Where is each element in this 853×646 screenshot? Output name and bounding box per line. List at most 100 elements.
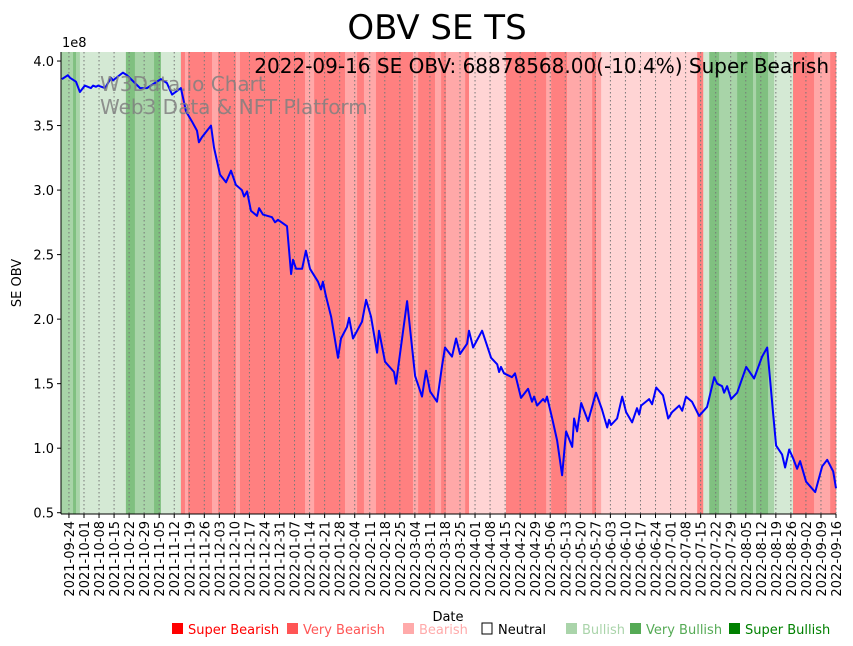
- band-very-bearish: [814, 52, 831, 514]
- band-very-bearish: [184, 52, 189, 514]
- band-very-bearish: [546, 52, 552, 514]
- x-tick-label: 2022-08-26: [785, 521, 800, 597]
- x-tick-label: 2022-05-27: [589, 521, 604, 597]
- band-very-bearish: [235, 52, 241, 514]
- y-tick-label: 2.0: [33, 313, 54, 328]
- x-tick-label: 2022-04-08: [484, 521, 499, 597]
- legend-label-super-bearish: Super Bearish: [188, 623, 279, 638]
- x-tick-label: 2022-08-19: [770, 521, 785, 597]
- x-tick-label: 2021-12-24: [258, 521, 273, 597]
- x-tick-label: 2022-08-05: [740, 521, 755, 597]
- band-very-bearish: [305, 52, 315, 514]
- x-tick-label: 2022-09-09: [815, 521, 830, 597]
- band-super-bullish: [756, 52, 769, 514]
- x-tick-label: 2022-06-10: [619, 521, 634, 597]
- band-super-bearish: [793, 52, 815, 514]
- x-tick-label: 2022-03-25: [454, 521, 469, 597]
- legend-swatch-very-bullish: [630, 623, 641, 634]
- band-super-bullish: [709, 52, 720, 514]
- x-tick-label: 2021-10-01: [78, 521, 93, 597]
- x-tick-label: 2022-07-22: [710, 521, 725, 597]
- legend-swatch-bullish: [566, 623, 577, 634]
- legend-label-super-bullish: Super Bullish: [745, 623, 830, 638]
- band-very-bearish: [345, 52, 358, 514]
- x-tick-label: 2022-02-18: [379, 521, 394, 597]
- x-tick-label: 2021-10-29: [138, 521, 153, 597]
- y-tick-label: 4.0: [33, 55, 54, 70]
- band-bullish: [79, 52, 127, 514]
- y-tick-label: 1.0: [33, 442, 54, 457]
- legend-swatch-super-bearish: [172, 623, 183, 634]
- x-tick-label: 2022-07-08: [680, 521, 695, 597]
- x-tick-label: 2022-01-14: [304, 521, 319, 597]
- band-super-bearish: [697, 52, 704, 514]
- watermark-line-2: Web3 Data & NFT Platform: [100, 95, 368, 119]
- legend-label-neutral: Neutral: [498, 623, 546, 638]
- band-super-bearish: [551, 52, 568, 514]
- legend-label-bullish: Bullish: [582, 623, 625, 638]
- band-very-bearish: [596, 52, 602, 514]
- latest-value-annotation: 2022-09-16 SE OBV: 68878568.00(-10.4%) S…: [254, 54, 829, 78]
- x-tick-label: 2022-04-22: [514, 521, 529, 597]
- axes: 2021-09-24 2021-10-01 2021-10-08 2021-10-15…: [33, 52, 845, 597]
- band-super-bearish: [375, 52, 414, 514]
- band-super-bearish: [418, 52, 436, 514]
- x-tick-label: 2021-11-19: [183, 521, 198, 597]
- band-super-bearish: [218, 52, 237, 514]
- x-tick-label: 2022-02-04: [349, 521, 364, 597]
- legend-swatch-bearish: [403, 623, 414, 634]
- x-tick-label: 2022-07-29: [725, 521, 740, 597]
- band-very-bearish: [212, 52, 219, 514]
- band-very-bullish: [719, 52, 738, 514]
- x-tick-label: 2022-01-21: [319, 521, 334, 597]
- band-very-bullish: [61, 52, 74, 514]
- band-very-bearish: [412, 52, 419, 514]
- x-tick-label: 2021-10-22: [123, 521, 138, 597]
- y-axis-label: SE OBV: [10, 259, 25, 307]
- x-tick-label: 2022-06-24: [650, 521, 665, 597]
- x-tick-label: 2022-03-18: [439, 521, 454, 597]
- legend-swatch-super-bullish: [729, 623, 740, 634]
- x-gridlines: [68, 52, 837, 514]
- band-super-bullish: [73, 52, 77, 514]
- x-tick-label: 2022-04-29: [529, 521, 544, 597]
- band-very-bullish: [76, 52, 81, 514]
- band-bullish: [774, 52, 794, 514]
- y-tick-label: 1.5: [33, 378, 54, 393]
- x-tick-label: 2022-06-03: [604, 521, 619, 597]
- band-super-bullish: [737, 52, 754, 514]
- x-tick-label: 2022-02-11: [364, 521, 379, 597]
- x-tick-label: 2021-12-10: [228, 521, 243, 597]
- band-very-bullish: [768, 52, 775, 514]
- x-tick-label: 2022-01-28: [334, 521, 349, 597]
- x-tick-label: 2022-05-13: [559, 521, 574, 597]
- band-bullish: [160, 52, 182, 514]
- obv-series-line: [61, 71, 837, 494]
- x-tick-label: 2022-07-01: [665, 521, 680, 597]
- band-super-bearish: [505, 52, 547, 514]
- band-very-bearish: [566, 52, 593, 514]
- x-tick-label: 2022-09-02: [800, 521, 815, 597]
- legend-label-very-bearish: Very Bearish: [303, 623, 385, 638]
- band-super-bearish: [465, 52, 470, 514]
- band-super-bearish: [592, 52, 597, 514]
- band-bearish: [601, 52, 698, 514]
- x-tick-label: 2022-07-15: [695, 521, 710, 597]
- band-super-bearish: [357, 52, 365, 514]
- band-super-bearish: [830, 52, 837, 514]
- x-tick-label: 2021-12-17: [243, 521, 258, 597]
- y-tick-label: 0.5: [33, 507, 54, 522]
- x-tick-label: 2021-11-05: [153, 521, 168, 597]
- x-tick-label: 2022-09-16: [830, 521, 845, 597]
- x-tick-label: 2022-03-04: [409, 521, 424, 597]
- x-tick-label: 2022-04-15: [499, 521, 514, 597]
- x-axis-label: Date: [432, 610, 463, 625]
- band-super-bullish: [154, 52, 162, 514]
- band-very-bullish: [753, 52, 757, 514]
- x-tick-label: 2021-12-31: [274, 521, 289, 597]
- x-tick-label: 2021-10-08: [93, 521, 108, 597]
- x-tick-label: 2022-02-25: [394, 521, 409, 597]
- x-tick-label: 2022-05-20: [574, 521, 589, 597]
- y-tick-label: 3.0: [33, 184, 54, 199]
- x-tick-label: 2022-04-01: [469, 521, 484, 597]
